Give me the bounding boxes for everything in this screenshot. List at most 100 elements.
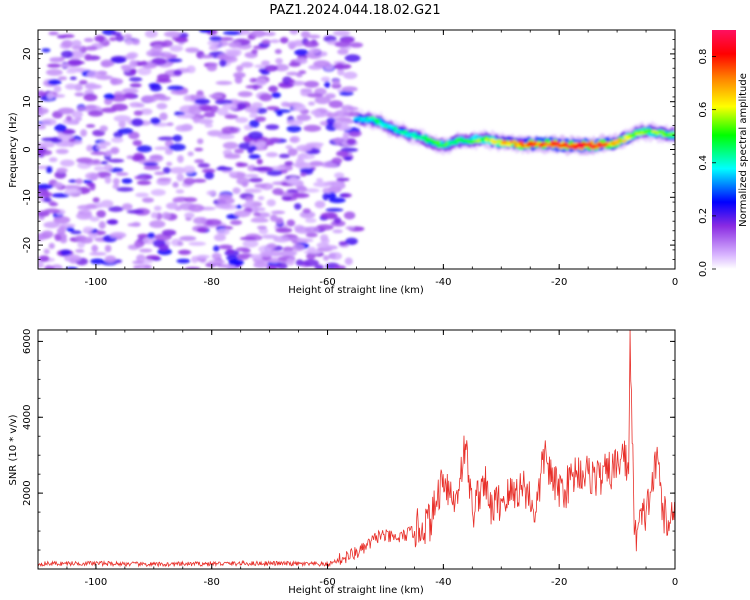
noise-cell	[79, 209, 92, 217]
noise-cell	[142, 197, 154, 203]
noise-cell	[341, 38, 354, 43]
noise-cell	[46, 92, 54, 100]
noise-cell	[64, 254, 81, 263]
ridge-cell	[434, 140, 441, 145]
noise-cell	[308, 101, 316, 106]
noise-cell	[52, 94, 66, 98]
noise-cell	[48, 157, 58, 163]
noise-cell	[71, 110, 83, 119]
noise-cell	[83, 93, 98, 102]
noise-cell	[134, 239, 145, 248]
noise-cell	[292, 103, 306, 112]
noise-cell	[295, 158, 305, 167]
noise-cell	[335, 62, 345, 70]
noise-cell	[157, 177, 172, 182]
noise-cell	[303, 40, 319, 48]
noise-cell	[153, 205, 162, 211]
noise-cell	[53, 216, 71, 224]
noise-cell	[56, 167, 68, 174]
noise-cell	[253, 261, 269, 269]
noise-cell	[49, 57, 64, 63]
noise-cell	[334, 109, 350, 118]
noise-cell	[208, 45, 220, 51]
colorbar-tick-label: 0.0	[698, 261, 709, 277]
noise-cell	[334, 41, 351, 48]
figure-title: PAZ1.2024.044.18.02.G21	[269, 3, 440, 18]
noise-cell	[60, 159, 75, 167]
noise-cell	[261, 39, 271, 45]
noise-cell	[322, 255, 330, 261]
noise-cell	[74, 92, 85, 97]
noise-cell	[106, 219, 118, 225]
ridge-cell	[586, 142, 593, 146]
noise-cell	[205, 219, 222, 226]
noise-cell	[254, 207, 266, 212]
noise-cell	[75, 178, 83, 185]
noise-cell	[174, 111, 185, 117]
noise-cell	[334, 137, 342, 146]
noise-cell	[287, 40, 298, 49]
noise-cell	[336, 177, 350, 182]
noise-cell	[289, 135, 301, 144]
noise-cell	[128, 77, 143, 82]
noise-cell	[49, 202, 59, 207]
noise-cell	[234, 210, 251, 218]
noise-cell	[175, 189, 185, 194]
noise-cell	[76, 157, 93, 164]
noise-cell	[110, 146, 120, 155]
noise-cell	[333, 121, 342, 129]
noise-cell	[313, 60, 331, 68]
noise-cell	[99, 125, 108, 132]
noise-cell	[101, 107, 117, 113]
noise-cell	[132, 39, 140, 46]
noise-cell	[261, 60, 271, 66]
noise-cell	[206, 63, 218, 72]
colorbar-tick-label: 0.4	[698, 155, 709, 171]
noise-cell	[223, 30, 241, 36]
noise-cell	[149, 84, 162, 92]
noise-cell	[266, 199, 276, 207]
ridge-cell	[511, 140, 518, 144]
noise-cell	[133, 265, 141, 269]
y-tick-label: 6000	[22, 329, 33, 354]
noise-cell	[144, 30, 158, 38]
noise-cell	[175, 124, 190, 132]
noise-cell	[211, 252, 222, 260]
noise-cell	[116, 186, 134, 192]
y-tick-label: 2000	[22, 480, 33, 505]
noise-cell	[245, 84, 263, 89]
noise-cell	[344, 54, 361, 63]
noise-cell	[235, 65, 244, 72]
noise-cell	[333, 265, 346, 269]
noise-cell	[197, 138, 204, 145]
noise-cell	[128, 131, 140, 140]
noise-cell	[126, 209, 145, 214]
noise-cell	[331, 157, 343, 165]
noise-cell	[291, 192, 310, 199]
noise-cell	[39, 191, 53, 198]
noise-cell	[93, 165, 106, 172]
noise-cell	[236, 177, 250, 186]
noise-cell	[47, 63, 61, 68]
colorbar-tick-label: 0.6	[698, 102, 709, 118]
noise-cell	[129, 102, 142, 108]
noise-cell	[272, 188, 284, 196]
noise-cell	[89, 251, 107, 256]
noise-cell	[188, 241, 207, 246]
noise-cell	[100, 61, 112, 68]
noise-cell	[165, 202, 179, 210]
noise-cell	[221, 126, 239, 134]
noise-cell	[216, 55, 234, 60]
noise-cell	[98, 141, 111, 147]
noise-cell	[270, 210, 286, 215]
noise-cell	[273, 63, 289, 72]
noise-cell	[187, 151, 194, 157]
noise-cell	[177, 241, 184, 247]
noise-cell	[43, 248, 50, 255]
noise-cell	[191, 255, 199, 264]
snr-y-axis-label: SNR (10 * v/v)	[8, 414, 19, 485]
noise-cell	[237, 255, 249, 261]
y-tick-label: 10	[22, 95, 33, 108]
noise-cell	[129, 68, 137, 75]
snr-panel: -100 -80 -60 -40 -20 0 2000 4000 6000 Height of…	[8, 329, 678, 596]
